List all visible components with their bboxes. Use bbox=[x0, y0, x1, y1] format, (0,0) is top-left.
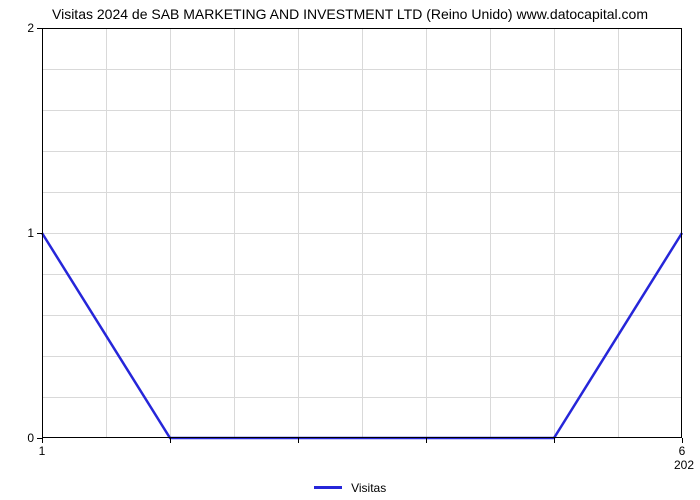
x-tick-label: 6 bbox=[679, 444, 686, 458]
x-tick bbox=[298, 438, 299, 443]
legend-swatch bbox=[314, 486, 342, 489]
x-tick bbox=[170, 438, 171, 443]
x-right-partial-label: 202 bbox=[674, 458, 694, 472]
y-tick-label: 1 bbox=[27, 226, 34, 240]
legend-label: Visitas bbox=[351, 481, 386, 495]
x-tick bbox=[426, 438, 427, 443]
y-tick bbox=[37, 233, 42, 234]
plot-border bbox=[42, 28, 682, 438]
chart-container: { "chart": { "type": "line", "title": "V… bbox=[0, 0, 700, 500]
x-tick bbox=[554, 438, 555, 443]
y-tick-label: 2 bbox=[27, 21, 34, 35]
y-tick-label: 0 bbox=[27, 431, 34, 445]
x-tick bbox=[42, 438, 43, 443]
x-tick bbox=[682, 438, 683, 443]
legend: Visitas bbox=[0, 480, 700, 495]
plot-area: 16 012 bbox=[42, 28, 682, 438]
y-tick bbox=[37, 438, 42, 439]
y-tick bbox=[37, 28, 42, 29]
x-tick-label: 1 bbox=[39, 444, 46, 458]
chart-title: Visitas 2024 de SAB MARKETING AND INVEST… bbox=[0, 6, 700, 22]
